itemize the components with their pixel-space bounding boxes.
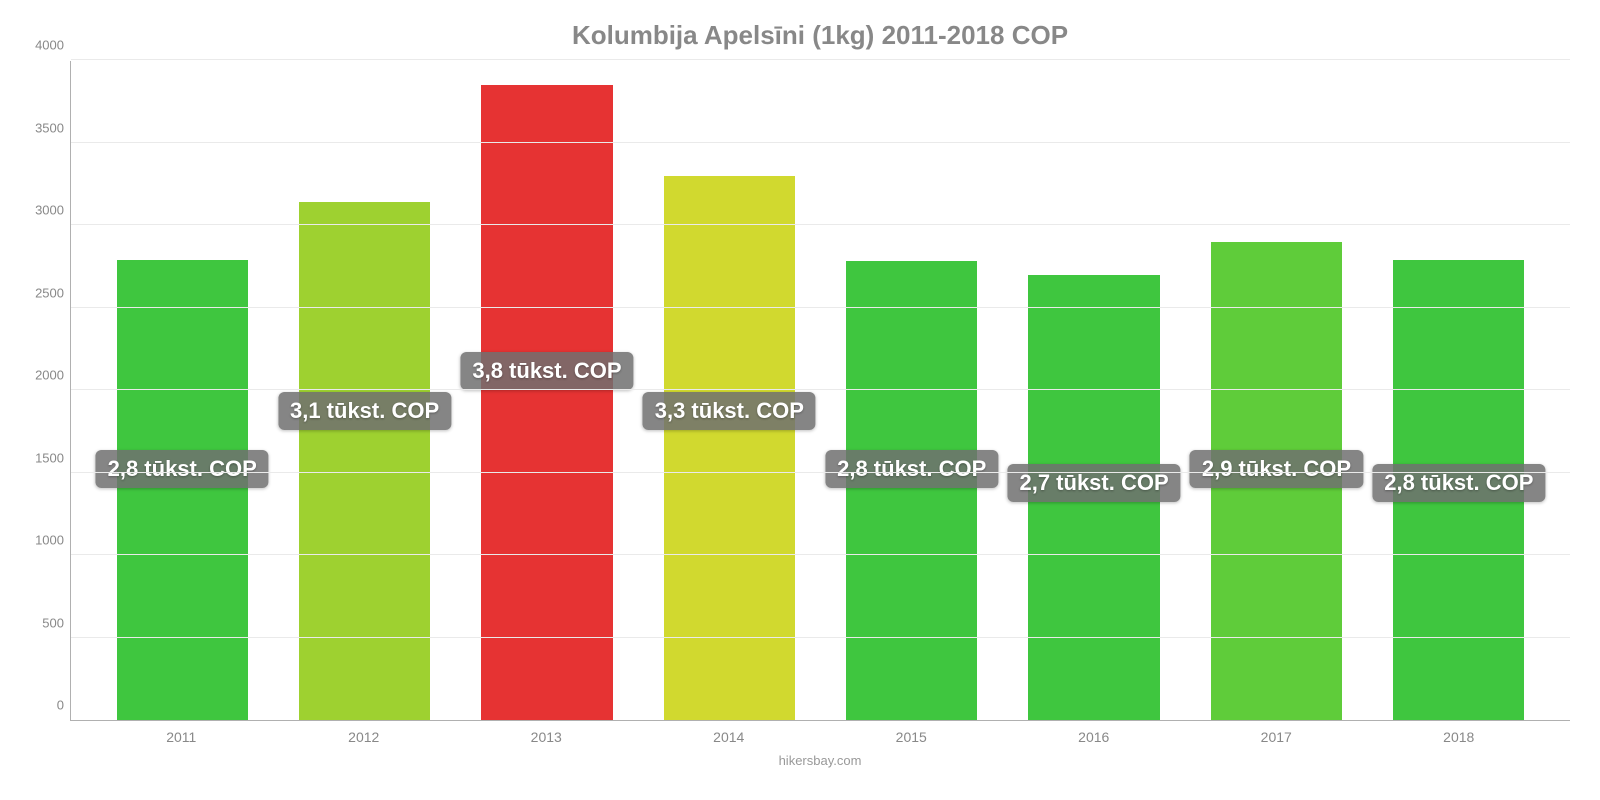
x-tick-label: 2012 [273, 729, 456, 745]
x-tick-label: 2015 [820, 729, 1003, 745]
bar-value-label: 2,9 tūkst. COP [1190, 450, 1363, 488]
x-tick-label: 2011 [90, 729, 273, 745]
grid-line [71, 142, 1570, 143]
bar [846, 261, 977, 720]
bar-value-label: 3,3 tūkst. COP [643, 392, 816, 430]
y-tick-label: 1000 [16, 533, 64, 548]
y-tick-label: 4000 [16, 38, 64, 53]
bar-slot: 2,8 tūkst. COP [1368, 61, 1550, 720]
x-tick-label: 2016 [1003, 729, 1186, 745]
bar-value-label: 2,7 tūkst. COP [1007, 464, 1180, 502]
chart-footer: hikersbay.com [70, 753, 1570, 768]
plot-area: 2,8 tūkst. COP3,1 tūkst. COP3,8 tūkst. C… [70, 61, 1570, 721]
bar-value-label: 2,8 tūkst. COP [1372, 464, 1545, 502]
y-tick-label: 3000 [16, 203, 64, 218]
bar [664, 176, 795, 721]
bar-slot: 2,9 tūkst. COP [1185, 61, 1367, 720]
x-tick-label: 2017 [1185, 729, 1368, 745]
bar-slot: 3,8 tūkst. COP [456, 61, 638, 720]
y-tick-label: 2000 [16, 368, 64, 383]
bar-slot: 2,8 tūkst. COP [91, 61, 273, 720]
x-tick-label: 2014 [638, 729, 821, 745]
x-tick-label: 2013 [455, 729, 638, 745]
grid-line [71, 472, 1570, 473]
bar [299, 202, 430, 720]
bar-slot: 2,7 tūkst. COP [1003, 61, 1185, 720]
grid-line [71, 637, 1570, 638]
y-tick-label: 1500 [16, 450, 64, 465]
y-tick-label: 3500 [16, 120, 64, 135]
grid-line [71, 389, 1570, 390]
bar-value-label: 3,1 tūkst. COP [278, 392, 451, 430]
bar-slot: 3,3 tūkst. COP [638, 61, 820, 720]
grid-line [71, 554, 1570, 555]
y-tick-label: 0 [16, 698, 64, 713]
bars-group: 2,8 tūkst. COP3,1 tūkst. COP3,8 tūkst. C… [71, 61, 1570, 720]
y-tick-label: 500 [16, 615, 64, 630]
grid-line [71, 307, 1570, 308]
grid-line [71, 59, 1570, 60]
y-tick-label: 2500 [16, 285, 64, 300]
bar-slot: 3,1 tūkst. COP [273, 61, 455, 720]
bar-value-label: 2,8 tūkst. COP [825, 450, 998, 488]
grid-line [71, 224, 1570, 225]
chart-container: Kolumbija Apelsīni (1kg) 2011-2018 COP 2… [0, 0, 1600, 800]
bar [481, 85, 612, 720]
x-axis: 20112012201320142015201620172018 [70, 721, 1570, 745]
bar-slot: 2,8 tūkst. COP [821, 61, 1003, 720]
chart-title: Kolumbija Apelsīni (1kg) 2011-2018 COP [70, 20, 1570, 51]
bar-value-label: 3,8 tūkst. COP [460, 352, 633, 390]
x-tick-label: 2018 [1368, 729, 1551, 745]
bar [117, 260, 248, 720]
bar-value-label: 2,8 tūkst. COP [96, 450, 269, 488]
